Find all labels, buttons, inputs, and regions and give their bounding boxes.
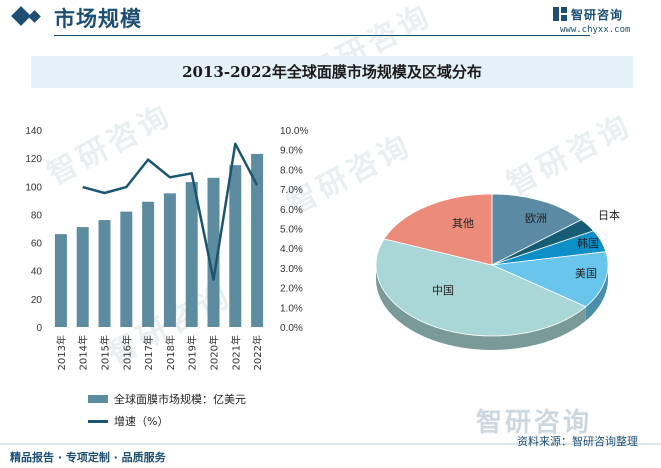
- y-left-tick-label: 80: [31, 210, 43, 221]
- pie-slice-label: 其他: [452, 217, 474, 230]
- chart-title: 2013-2022年全球面膜市场规模及区域分布: [182, 63, 482, 81]
- pie-slice: [375, 238, 587, 337]
- watermark-lower: 智研咨询: [476, 408, 593, 438]
- brand-url: www.chyxx.com: [560, 25, 631, 35]
- pie-slice-label: 中国: [432, 284, 454, 297]
- y-right-tick-label: 8.0%: [280, 165, 303, 176]
- y-left-tick-label: 20: [31, 295, 43, 306]
- x-tick-label: 2020年: [208, 335, 221, 370]
- y-left-tick-label: 100: [25, 182, 42, 193]
- y-right-tick-label: 6.0%: [280, 205, 303, 216]
- y-right-tick-label: 3.0%: [280, 264, 303, 275]
- x-tick-label: 2021年: [229, 335, 242, 370]
- y-right-tick-label: 9.0%: [280, 146, 303, 157]
- header: 市场规模 智研咨询 www.chyxx.com: [0, 0, 661, 40]
- brand-name: 智研咨询: [571, 8, 624, 22]
- bar: [76, 227, 89, 327]
- page-title: 市场规模: [54, 7, 142, 31]
- bar: [120, 211, 133, 327]
- pie-slice-label: 欧洲: [525, 212, 547, 225]
- legend-bar-swatch: [88, 395, 108, 403]
- x-tick-label: 2016年: [120, 335, 133, 370]
- bar: [251, 153, 264, 327]
- bar: [185, 182, 198, 327]
- bar: [229, 165, 242, 327]
- x-tick-label: 2014年: [77, 335, 90, 370]
- series-line: [82, 142, 259, 281]
- brand-logo-icon: [553, 7, 567, 21]
- bar: [207, 177, 220, 327]
- x-tick-label: 2013年: [55, 335, 68, 370]
- footer-divider: [0, 443, 661, 445]
- y-right-tick-label: 10.0%: [280, 126, 308, 137]
- bar: [54, 234, 67, 327]
- pie-slice: [491, 193, 583, 266]
- y-left-tick-label: 120: [25, 154, 42, 165]
- pie-slice-side: [376, 265, 586, 350]
- y-left-tick-label: 140: [25, 126, 42, 137]
- pie-slice-label: 美国: [575, 267, 597, 280]
- y-right-tick-label: 7.0%: [280, 185, 303, 196]
- y-right-tick-label: 5.0%: [280, 225, 303, 236]
- data-source: 资料来源：智研咨询整理: [517, 435, 638, 448]
- legend-line-swatch: [88, 420, 108, 423]
- x-tick-label: 2018年: [164, 335, 177, 370]
- bar-line-chart: 0 20 40 60 80 100 120 140 0.0% 1.0% 2.0% 3.0% 4.0% 5.…: [25, 126, 308, 370]
- y-right-tick-label: 2.0%: [280, 284, 303, 295]
- chart-title-band: 2013-2022年全球面膜市场规模及区域分布: [31, 56, 633, 88]
- x-tick-label: 2017年: [142, 335, 155, 370]
- diamond-icon-small: [28, 10, 41, 23]
- x-tick-label: 2015年: [99, 335, 112, 370]
- legend-bar-label: 全球面膜市场规模：亿美元: [114, 393, 246, 406]
- pie-slice: [490, 251, 609, 308]
- x-tick-label: 2019年: [186, 335, 199, 370]
- header-divider: [54, 35, 590, 36]
- y-left-tick-label: 60: [31, 239, 43, 250]
- pie-slice: [383, 193, 493, 266]
- pie-slice-label: 日本: [598, 208, 620, 222]
- y-right-tick-label: 1.0%: [280, 303, 303, 314]
- bar: [142, 201, 155, 327]
- y-right-tick-label: 4.0%: [280, 244, 303, 255]
- y-right-tick-label: 0.0%: [280, 323, 303, 334]
- x-tick-label: 2022年: [251, 335, 264, 370]
- bar: [163, 193, 176, 327]
- pie-slice-label: 韩国: [577, 236, 599, 250]
- legend-line-label: 增速（%）: [114, 415, 169, 428]
- footer-slogan: 精品报告 · 专项定制 · 品质服务: [10, 451, 166, 464]
- pie-slice-side: [585, 265, 608, 321]
- bar: [98, 220, 111, 327]
- y-left-tick-label: 0: [36, 323, 42, 334]
- y-left-tick-label: 40: [31, 267, 43, 278]
